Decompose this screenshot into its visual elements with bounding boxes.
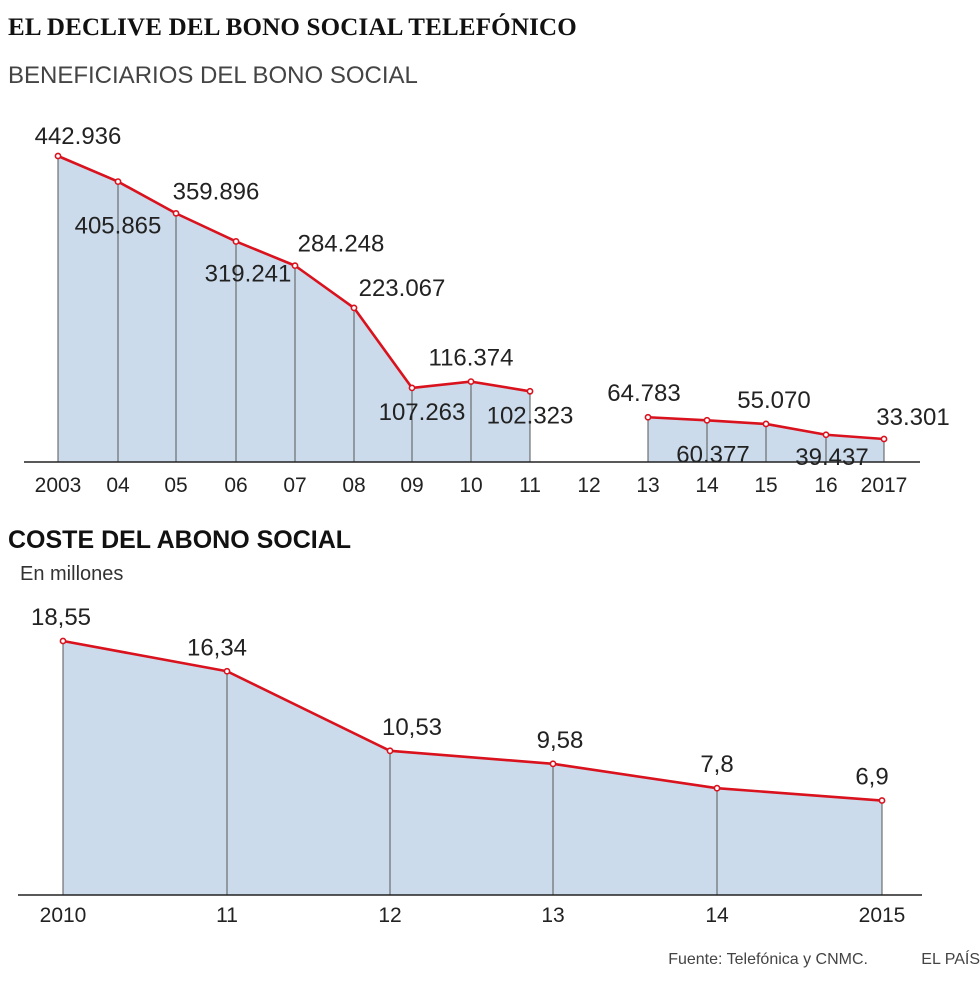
chart-title: EL DECLIVE DEL BONO SOCIAL TELEFÓNICO <box>8 14 577 41</box>
point-09 <box>408 384 416 392</box>
point-06 <box>232 238 240 245</box>
data-label-14: 60.377 <box>676 441 749 468</box>
point-15 <box>762 420 770 428</box>
x-tick-06: 06 <box>224 474 247 497</box>
data-label-2003: 442.936 <box>35 123 122 150</box>
point-13 <box>644 413 652 421</box>
data-label-11: 102.323 <box>487 402 574 429</box>
x-tick-2017: 2017 <box>861 474 908 497</box>
point-08 <box>350 304 358 312</box>
cost-chart: 18,55 16,34 10,53 9,58 7,8 6,9 2010 11 12 13 14 201… <box>18 604 922 927</box>
point-11 <box>223 667 231 675</box>
x-tick-14: 14 <box>705 904 729 927</box>
data-label-2017: 33.301 <box>876 404 949 431</box>
x-tick-15: 15 <box>754 474 777 497</box>
data-label-14: 7,8 <box>700 751 733 778</box>
x-tick-11: 11 <box>216 904 238 927</box>
point-2015 <box>878 797 886 804</box>
point-2017 <box>880 435 888 443</box>
data-label-08: 223.067 <box>359 275 446 302</box>
x-tick-08: 08 <box>342 474 365 497</box>
x-tick-16: 16 <box>814 474 837 497</box>
data-label-2015: 6,9 <box>855 764 888 791</box>
x-tick-2015: 2015 <box>859 904 906 927</box>
data-label-2010: 18,55 <box>31 604 91 631</box>
x-tick-12: 12 <box>378 904 401 927</box>
x-tick-09: 09 <box>400 474 423 497</box>
series-line-0 <box>62 639 883 802</box>
x-tick-07: 07 <box>283 474 306 497</box>
x-tick-2010: 2010 <box>40 904 87 927</box>
x-tick-13: 13 <box>541 904 564 927</box>
point-11 <box>526 387 534 395</box>
x-tick-2003: 2003 <box>35 474 82 497</box>
x-tick-05: 05 <box>164 474 187 497</box>
x-tick-13: 13 <box>636 474 659 497</box>
data-label-05: 359.896 <box>173 178 260 205</box>
data-label-07: 284.248 <box>298 231 385 258</box>
point-16 <box>822 431 830 439</box>
point-14 <box>703 416 711 424</box>
area-segment-0 <box>63 641 882 895</box>
data-label-04: 405.865 <box>75 213 162 240</box>
point-13 <box>549 760 557 768</box>
chart2-title: COSTE DEL ABONO SOCIAL <box>8 526 352 554</box>
data-label-16: 39.437 <box>795 444 868 471</box>
point-12 <box>386 747 394 755</box>
brand-name: EL PAÍS <box>921 951 980 968</box>
data-label-06: 319.241 <box>205 260 292 287</box>
point-2010 <box>59 637 67 645</box>
point-05 <box>172 209 180 217</box>
data-label-10: 116.374 <box>429 345 514 372</box>
x-tick-10: 10 <box>459 474 482 497</box>
data-label-11: 16,34 <box>187 634 247 661</box>
data-label-09: 107.263 <box>379 399 466 426</box>
data-label-13: 9,58 <box>537 727 584 754</box>
x-tick-12: 12 <box>577 474 600 497</box>
x-tick-11: 11 <box>519 474 541 497</box>
chart2-subtitle: En millones <box>20 563 124 585</box>
data-label-13: 64.783 <box>607 380 680 407</box>
x-tick-04: 04 <box>106 474 130 497</box>
point-04 <box>114 178 122 186</box>
source-note: Fuente: Telefónica y CNMC. <box>668 951 868 968</box>
data-label-15: 55.070 <box>737 387 810 414</box>
point-14 <box>713 784 721 792</box>
chart1-subtitle: BENEFICIARIOS DEL BONO SOCIAL <box>8 62 418 89</box>
data-label-12: 10,53 <box>382 714 442 741</box>
point-10 <box>467 378 475 386</box>
point-07 <box>291 262 299 270</box>
x-tick-14: 14 <box>695 474 719 497</box>
point-2003 <box>54 152 62 160</box>
